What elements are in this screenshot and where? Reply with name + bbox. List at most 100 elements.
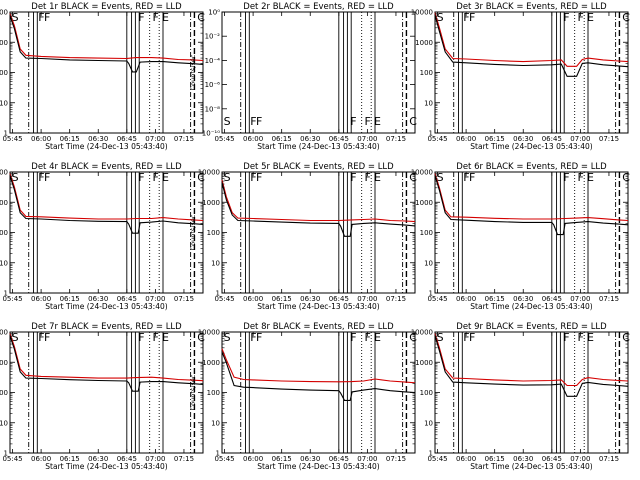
x-tick-label: 06:15 [60,455,80,463]
event-marker-f: F [350,115,356,128]
plot-frame [221,171,416,294]
event-marker-s: S [224,331,231,344]
lld-series-line [221,348,416,384]
event-marker-f: F [38,171,44,184]
event-marker-s: S [437,171,444,184]
x-tick-label: 05:45 [2,455,22,463]
events-series-line [434,175,629,236]
event-marker-e: E [374,331,381,344]
event-marker-f: F [256,115,262,128]
event-marker-f: F [365,115,371,128]
x-tick-label: 07:00 [145,455,165,463]
y-tick-label: 10 [0,419,8,427]
y-tick-label: 1000 [202,359,220,367]
x-tick-label: 06:30 [88,295,108,303]
y-tick-label: 10000 [198,329,220,337]
event-marker-f: F [578,171,584,184]
x-tick-label: 06:30 [88,455,108,463]
x-tick-label: 06:15 [272,295,292,303]
x-tick-label: 06:30 [88,135,108,143]
lld-series-line [9,13,204,62]
y-tick-label: 10⁻⁶ [205,81,221,89]
panel-title: Det 2r BLACK = Events, RED = LLD [243,2,394,12]
event-marker-f: F [469,171,475,184]
y-tick-label: 10 [211,259,220,267]
y-tick-label: 1000 [415,359,433,367]
x-axis-label: Start Time (24-Dec-13 05:43:40) [45,142,167,151]
event-marker-f: F [469,11,475,24]
x-tick-label: 07:00 [357,295,377,303]
x-tick-label: 05:45 [2,295,22,303]
x-tick-label: 06:30 [300,135,320,143]
y-tick-label: 1000 [0,199,8,207]
event-marker-c: C [409,115,417,128]
x-tick-label: 07:15 [386,295,406,303]
x-tick-label: 06:15 [60,135,80,143]
x-tick-label: 06:15 [60,295,80,303]
y-tick-label: 1 [4,450,8,458]
event-marker-f: F [256,331,262,344]
x-tick-label: 05:45 [214,455,234,463]
event-marker-s: S [12,11,19,24]
y-tick-label: 10 [0,99,8,107]
y-tick-label: 10 [424,99,433,107]
x-tick-label: 06:45 [542,135,562,143]
panel-title: Det 1r BLACK = Events, RED = LLD [31,2,182,12]
event-marker-e: E [162,171,169,184]
y-tick-label: 100 [420,229,433,237]
y-tick-label: 10⁻¹⁰ [202,130,220,138]
event-marker-c: C [197,171,205,184]
events-series-line [434,15,629,77]
x-tick-label: 06:30 [513,455,533,463]
event-marker-c: C [409,171,417,184]
event-marker-f: F [578,11,584,24]
lld-series-line [434,173,629,222]
y-tick-label: 100 [207,389,220,397]
event-marker-f: F [44,11,50,24]
y-axis-label: Counts/sec [189,214,197,250]
event-marker-f: F [138,11,144,24]
x-axis-label: Start Time (24-Dec-13 05:43:40) [45,462,167,471]
event-marker-f: F [563,171,569,184]
y-tick-label: 10⁻⁴ [205,57,221,65]
y-tick-label: 1000 [0,359,8,367]
x-tick-label: 06:00 [31,455,51,463]
plot-frame [434,331,629,454]
events-series-line [9,175,204,234]
x-tick-label: 07:15 [174,135,194,143]
y-tick-label: 10 [424,419,433,427]
y-tick-label: 1000 [415,199,433,207]
x-axis-label: Start Time (24-Dec-13 05:43:40) [45,302,167,311]
y-tick-label: 1 [216,290,220,298]
event-marker-e: E [162,331,169,344]
event-marker-f: F [138,331,144,344]
x-tick-label: 06:00 [243,295,263,303]
y-tick-label: 10000 [411,329,433,337]
x-axis-label: Start Time (24-Dec-13 05:43:40) [470,462,592,471]
events-series-line [9,335,204,392]
y-tick-label: 10 [0,259,8,267]
panel-title: Det 4r BLACK = Events, RED = LLD [31,162,182,172]
event-marker-c: C [622,11,630,24]
event-marker-f: F [153,331,159,344]
lld-series-line [434,333,629,387]
y-tick-label: 10⁰ [208,9,220,17]
event-marker-e: E [162,11,169,24]
y-tick-label: 100 [0,229,8,237]
event-marker-f: F [578,331,584,344]
y-tick-label: 100 [0,389,8,397]
events-series-line [434,335,629,397]
event-marker-f: F [365,331,371,344]
event-marker-c: C [622,331,630,344]
x-tick-label: 06:45 [117,295,137,303]
x-tick-label: 06:45 [542,455,562,463]
x-tick-label: 06:00 [243,455,263,463]
